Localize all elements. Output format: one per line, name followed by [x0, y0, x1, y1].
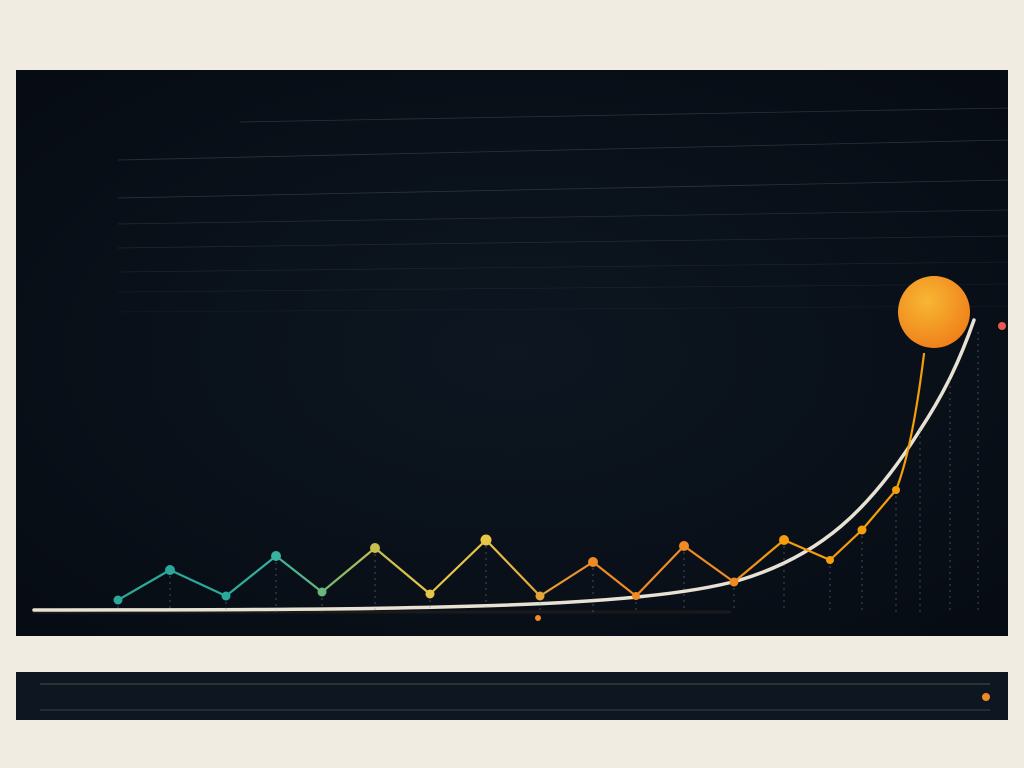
- data-point: [222, 592, 231, 601]
- data-point: [632, 592, 640, 600]
- data-point: [271, 551, 281, 561]
- chart-panel: [16, 70, 1008, 636]
- timeline-strip: [16, 672, 1008, 720]
- data-point: [679, 541, 689, 551]
- highlight-marker-icon: [898, 276, 970, 348]
- data-point: [114, 596, 123, 605]
- accent-dot: [998, 322, 1006, 330]
- data-point: [588, 557, 598, 567]
- data-point: [318, 588, 327, 597]
- accent-dot: [535, 615, 541, 621]
- timeline-end-dot: [982, 693, 990, 701]
- data-point: [165, 565, 175, 575]
- data-point: [536, 592, 545, 601]
- data-point: [426, 590, 435, 599]
- data-point: [730, 578, 739, 587]
- data-point: [370, 543, 380, 553]
- data-point: [826, 556, 834, 564]
- data-point: [858, 526, 867, 535]
- data-point: [779, 535, 789, 545]
- data-point: [892, 486, 900, 494]
- growth-chart: [0, 0, 1024, 768]
- data-point: [481, 535, 492, 546]
